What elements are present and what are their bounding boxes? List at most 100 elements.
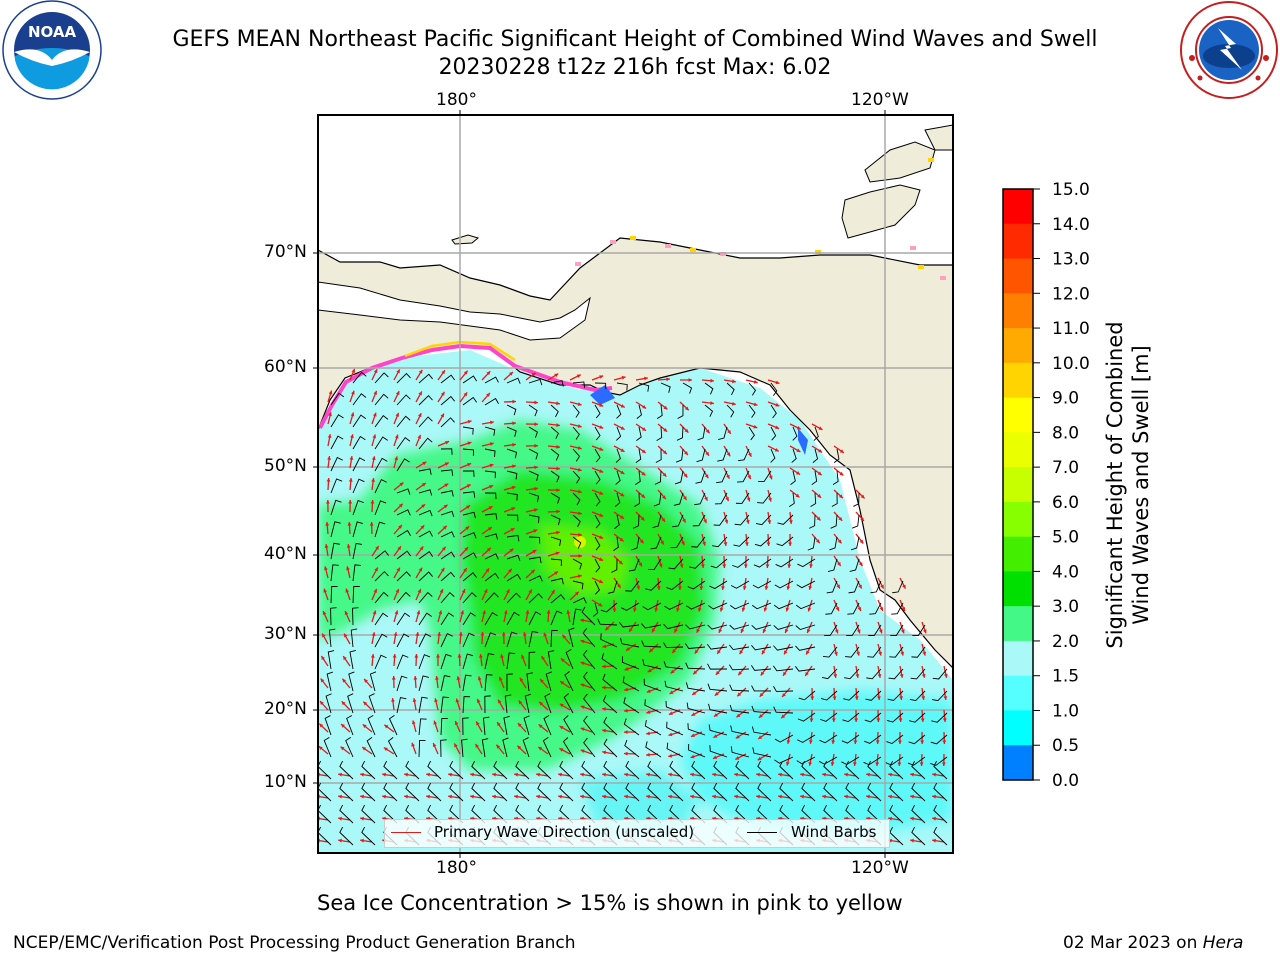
wave-arrowhead: [834, 629, 839, 634]
footer-date: 02 Mar 2023 on Hera: [1063, 933, 1243, 953]
wave-arrowhead: [343, 656, 347, 661]
wind-barb: [829, 536, 838, 551]
wind-barb: [820, 712, 838, 722]
sea-ice-patch: [630, 236, 636, 240]
wave-arrowhead: [932, 838, 936, 843]
wave-arrowhead: [344, 611, 349, 616]
wave-arrowhead: [578, 511, 582, 516]
wave-arrowhead: [360, 772, 364, 777]
wave-arrowhead: [599, 491, 604, 495]
wave-arrowhead: [454, 720, 459, 725]
wave-arrowhead: [747, 475, 751, 480]
colorbar-tick-label: 12.0: [1052, 284, 1090, 304]
wind-barb: [798, 690, 816, 701]
wind-barb: [528, 575, 543, 582]
wave-arrowhead: [661, 517, 665, 522]
wave-arrowhead: [644, 376, 648, 381]
wave-arrowhead: [663, 405, 668, 410]
wave-arrowhead: [580, 683, 585, 688]
colorbar-segment: [1003, 189, 1033, 225]
wind-barb: [506, 470, 518, 480]
lat-label-70n: 70°N: [264, 242, 307, 262]
wave-arrowhead: [735, 734, 740, 739]
wave-arrowhead: [419, 546, 424, 551]
wave-arrowhead: [328, 390, 333, 395]
wind-barb: [462, 612, 476, 626]
wind-barb: [910, 668, 926, 680]
wind-barb: [713, 760, 728, 780]
wind-barb: [795, 645, 816, 651]
wave-arrowhead: [534, 422, 538, 427]
wave-arrowhead: [442, 525, 447, 530]
wave-arrowhead: [398, 503, 403, 508]
wave-arrowhead: [679, 563, 684, 568]
wave-arrowhead: [624, 794, 628, 799]
wave-arrowhead: [807, 607, 812, 612]
wind-barb: [654, 470, 662, 485]
wave-arrowhead: [718, 628, 723, 633]
wave-arrowhead: [443, 504, 448, 509]
wave-arrowhead: [435, 676, 439, 680]
wind-barb: [352, 586, 360, 604]
wind-barb: [912, 624, 926, 636]
wind-barb: [542, 736, 552, 758]
colorbar-tick-label: 14.0: [1052, 215, 1090, 235]
wave-arrowhead: [489, 463, 494, 468]
wind-barb: [713, 514, 728, 526]
wave-arrowhead: [922, 651, 927, 656]
wave-arrowhead: [556, 423, 560, 427]
wave-arrowhead: [397, 546, 401, 551]
wind-barb: [471, 804, 486, 824]
wind-barb: [656, 426, 663, 441]
wave-arrowhead: [364, 678, 368, 683]
wave-arrowhead: [351, 390, 355, 395]
wave-arrowhead: [440, 567, 445, 572]
colorbar-tick-label: 11.0: [1052, 319, 1090, 339]
wave-arrowhead: [602, 707, 606, 711]
wind-barb: [350, 628, 358, 648]
wave-arrowhead: [856, 629, 861, 634]
wind-barb: [682, 382, 693, 394]
wave-arrowhead: [486, 392, 490, 397]
wave-arrowhead: [646, 752, 650, 757]
wind-barb: [528, 404, 538, 417]
wind-barb: [339, 804, 354, 824]
lat-label-60n: 60°N: [264, 357, 307, 377]
colorbar-tick-label: 0.0: [1052, 771, 1079, 791]
wind-barb: [751, 705, 772, 714]
wave-arrowhead: [418, 369, 423, 374]
wave-arrowhead: [853, 740, 858, 744]
wave-arrowhead: [660, 540, 664, 545]
wind-barb: [821, 668, 838, 680]
lon-label-bottom-120w: 120°W: [851, 858, 909, 878]
wave-arrowhead: [767, 520, 772, 524]
wind-barb: [550, 470, 560, 483]
wave-arrowhead: [620, 470, 625, 474]
wave-arrowhead: [693, 670, 698, 675]
wave-arrowhead: [785, 607, 790, 612]
wind-barb: [528, 492, 540, 503]
wave-arrowhead: [712, 794, 716, 799]
wave-arrowhead: [888, 794, 892, 799]
wind-barb: [644, 699, 662, 714]
wind-barb: [572, 381, 586, 388]
wave-arrowhead: [373, 369, 378, 374]
wind-barb: [709, 745, 728, 758]
colorbar-tick-label: 13.0: [1052, 250, 1090, 270]
wind-barb: [418, 468, 432, 475]
wave-arrowhead: [599, 579, 603, 584]
wave-arrowhead: [440, 391, 445, 396]
wind-barb: [889, 646, 904, 658]
wind-barb: [845, 804, 860, 824]
wave-arrowhead: [702, 541, 706, 546]
wave-arrowhead: [943, 673, 948, 678]
wind-barb: [672, 514, 684, 528]
wave-arrowhead: [620, 448, 625, 452]
wind-barb: [863, 734, 882, 744]
wind-barb: [602, 673, 618, 692]
wave-arrowhead: [599, 447, 604, 451]
wind-barb: [396, 697, 407, 714]
wind-barb: [528, 536, 541, 544]
wind-barb: [462, 572, 477, 582]
wave-arrowhead: [618, 560, 623, 565]
